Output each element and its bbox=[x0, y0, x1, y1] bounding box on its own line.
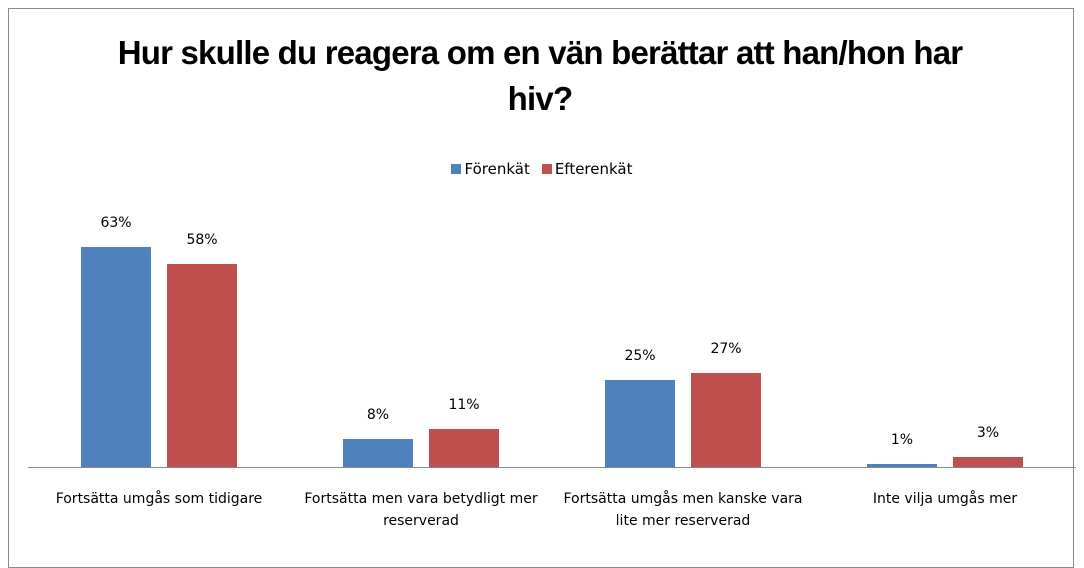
legend-item: Efterenkät bbox=[541, 160, 633, 178]
legend: Förenkät Efterenkät bbox=[0, 160, 1084, 178]
value-label: 25% bbox=[624, 347, 656, 364]
x-tick-label: Fortsätta men vara betydligt mer reserve… bbox=[304, 491, 538, 529]
x-tick-label: Inte vilja umgås mer bbox=[872, 491, 1018, 507]
bar bbox=[691, 372, 761, 467]
legend-label: Efterenkät bbox=[554, 160, 633, 178]
legend-item: Förenkät bbox=[451, 160, 530, 178]
bar bbox=[953, 456, 1023, 467]
bar bbox=[167, 264, 237, 467]
bar bbox=[343, 439, 413, 467]
value-label: 58% bbox=[186, 232, 218, 249]
bar bbox=[429, 428, 499, 467]
x-tick-label: Fortsätta umgås som tidigare bbox=[55, 491, 263, 507]
value-label: 3% bbox=[976, 424, 1000, 441]
legend-swatch bbox=[541, 164, 552, 174]
value-label: 1% bbox=[890, 431, 914, 448]
chart-title: Hur skulle du reagera om en vän berättar… bbox=[117, 34, 963, 117]
bar bbox=[81, 247, 151, 467]
value-label: 8% bbox=[366, 407, 390, 424]
value-label: 27% bbox=[710, 340, 742, 357]
bar bbox=[867, 463, 937, 467]
legend-label: Förenkät bbox=[464, 160, 530, 178]
value-label: 63% bbox=[100, 215, 132, 231]
baseline bbox=[28, 467, 1076, 468]
legend-swatch bbox=[451, 164, 462, 174]
value-label: 11% bbox=[448, 396, 480, 413]
x-tick-label: Fortsätta umgås men kanske vara lite mer… bbox=[563, 491, 803, 529]
page: Hur skulle du reagera om en vän berättar… bbox=[0, 8, 1084, 568]
bar bbox=[605, 379, 675, 467]
